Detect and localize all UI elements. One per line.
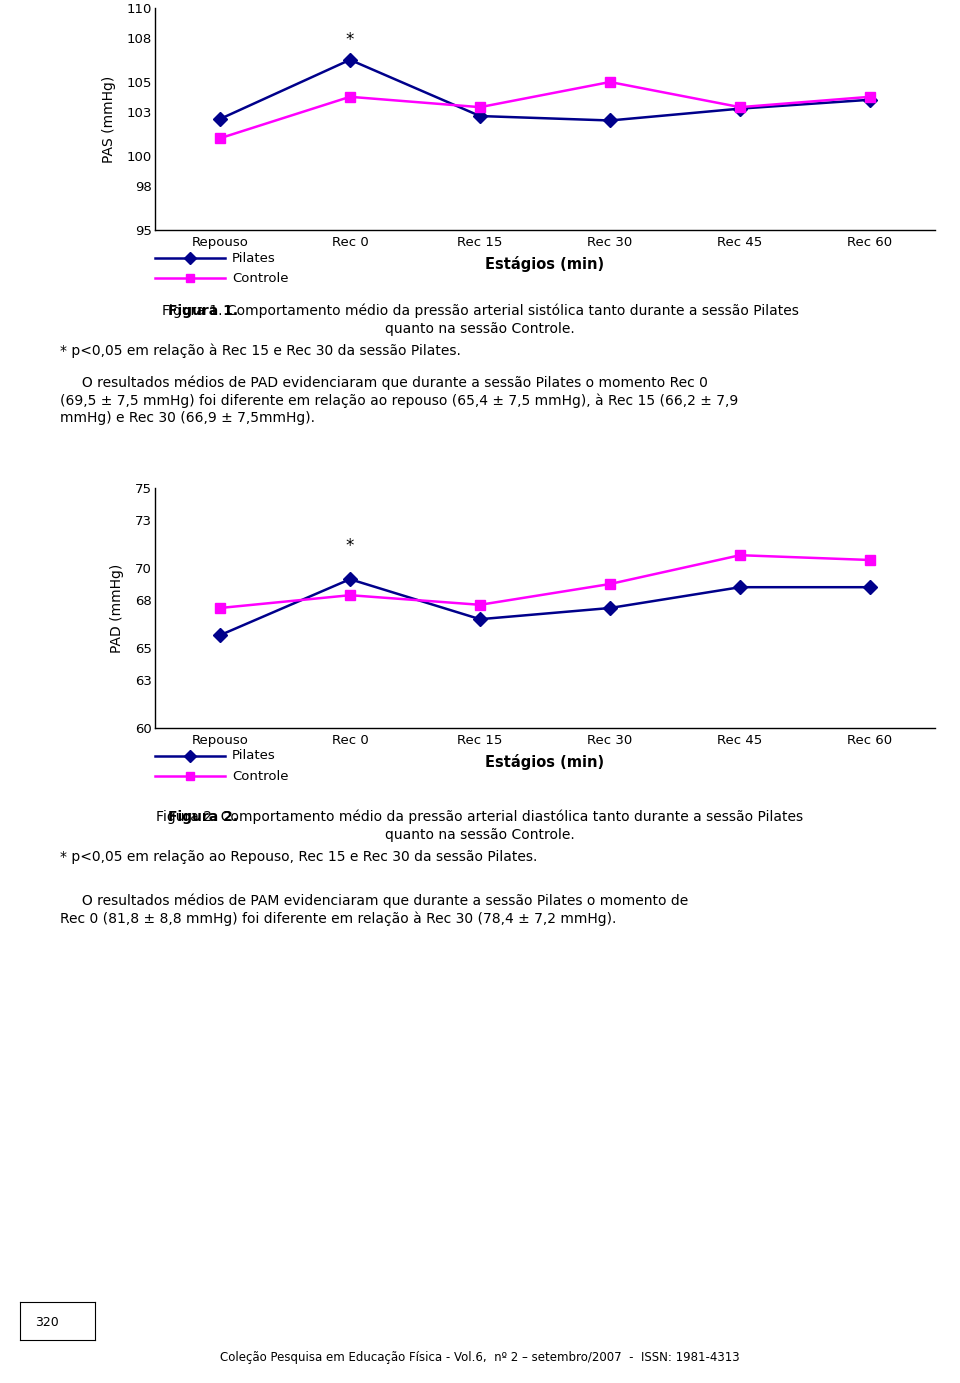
Text: *: *	[346, 537, 354, 555]
Text: *: *	[346, 32, 354, 50]
Text: Rec 0 (81,8 ± 8,8 mmHg) foi diferente em relação à Rec 30 (78,4 ± 7,2 mmHg).: Rec 0 (81,8 ± 8,8 mmHg) foi diferente em…	[60, 911, 616, 925]
Text: Figura 2. Comportamento médio da pressão arterial diastólica tanto durante a ses: Figura 2. Comportamento médio da pressão…	[156, 810, 804, 824]
Text: Estágios (min): Estágios (min)	[486, 256, 605, 272]
Text: O resultados médios de PAD evidenciaram que durante a sessão Pilates o momento R: O resultados médios de PAD evidenciaram …	[60, 375, 708, 390]
Text: * p<0,05 em relação à Rec 15 e Rec 30 da sessão Pilates.: * p<0,05 em relação à Rec 15 e Rec 30 da…	[60, 344, 461, 358]
Text: Figura 1. Comportamento médio da pressão arterial sistólica tanto durante a sess: Figura 1. Comportamento médio da pressão…	[161, 304, 799, 318]
Text: Pilates: Pilates	[232, 750, 276, 762]
Text: Figura 2.: Figura 2.	[168, 810, 238, 824]
Text: 320: 320	[35, 1317, 59, 1329]
Text: Pilates: Pilates	[232, 252, 276, 264]
Text: (69,5 ± 7,5 mmHg) foi diferente em relação ao repouso (65,4 ± 7,5 mmHg), à Rec 1: (69,5 ± 7,5 mmHg) foi diferente em relaç…	[60, 393, 738, 408]
Text: quanto na sessão Controle.: quanto na sessão Controle.	[385, 828, 575, 842]
Text: Figura 1.: Figura 1.	[168, 304, 238, 318]
Text: Controle: Controle	[232, 271, 289, 285]
Y-axis label: PAS (mmHg): PAS (mmHg)	[102, 76, 116, 163]
Text: quanto na sessão Controle.: quanto na sessão Controle.	[385, 322, 575, 336]
Text: * p<0,05 em relação ao Repouso, Rec 15 e Rec 30 da sessão Pilates.: * p<0,05 em relação ao Repouso, Rec 15 e…	[60, 851, 538, 864]
Y-axis label: PAD (mmHg): PAD (mmHg)	[110, 563, 124, 653]
Text: Coleção Pesquisa em Educação Física - Vol.6,  nº 2 – setembro/2007  -  ISSN: 198: Coleção Pesquisa em Educação Física - Vo…	[220, 1351, 740, 1365]
Text: Controle: Controle	[232, 769, 289, 783]
Text: O resultados médios de PAM evidenciaram que durante a sessão Pilates o momento d: O resultados médios de PAM evidenciaram …	[60, 893, 688, 907]
Text: mmHg) e Rec 30 (66,9 ± 7,5mmHg).: mmHg) e Rec 30 (66,9 ± 7,5mmHg).	[60, 411, 315, 425]
Text: Estágios (min): Estágios (min)	[486, 754, 605, 770]
